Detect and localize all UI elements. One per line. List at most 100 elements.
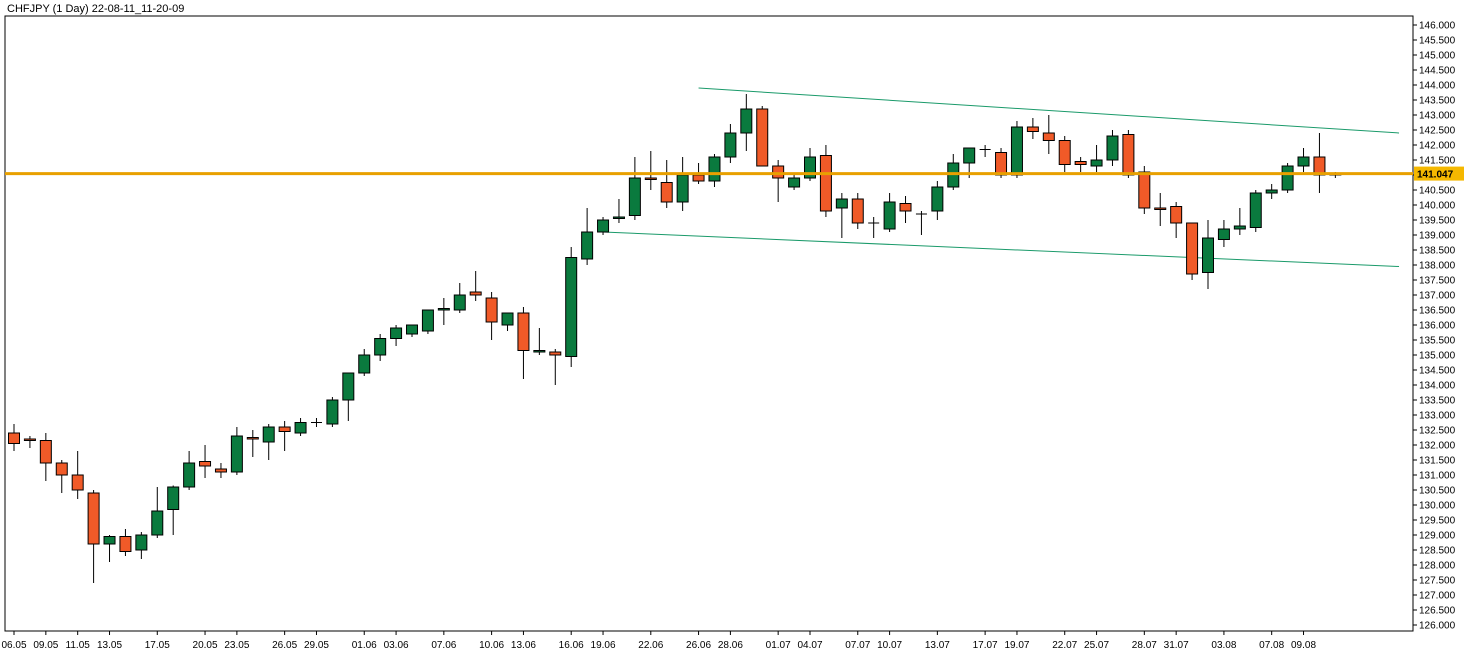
y-tick-label: 130.500 [1419,486,1456,497]
candle [103,535,116,562]
candle [421,309,434,334]
candle-body-bull [406,324,418,335]
x-tick-label: 31.07 [1164,640,1189,651]
candle [71,451,84,499]
x-tick-label: 22.06 [638,640,663,651]
candle [565,247,578,367]
candle-body-bull [676,174,689,203]
candle [644,151,657,190]
candle-body-bear [517,312,530,351]
candle-body-bull [342,372,355,401]
y-axis: 126.000 126.500 127.000 127.500 128.000 128.5… [1413,21,1456,632]
y-tick-label: 137.000 [1419,291,1456,302]
x-tick-label: 28.07 [1132,640,1157,651]
y-tick-label: 144.500 [1419,66,1456,77]
candle-body-bull [565,257,578,357]
y-tick-label: 132.500 [1419,426,1456,437]
x-tick-label: 13.06 [511,640,536,651]
candle-body-bull [1281,165,1294,191]
candle-body-bear [55,462,68,476]
x-tick-label: 04.07 [797,640,822,651]
x-tick-label: 19.06 [591,640,616,651]
candle [868,217,880,238]
candle-body-bear [87,492,100,545]
candle-body-bull [1265,189,1278,194]
x-tick-label: 19.07 [1004,640,1029,651]
y-tick-label: 139.000 [1419,231,1456,242]
candle-body-bull [262,426,275,443]
candle [119,529,132,556]
candle [549,349,562,385]
y-tick-label: 138.000 [1419,261,1456,272]
y-tick-label: 140.500 [1419,186,1456,197]
candle [612,199,625,223]
candle-body-bull [501,312,514,326]
candle [246,430,259,457]
candle [1106,130,1119,166]
candle-body-bear [71,474,84,491]
x-tick-label: 13.05 [97,640,122,651]
y-tick-label: 143.500 [1419,96,1456,107]
candle-body-bear [756,108,769,167]
x-tick-label: 07.08 [1259,640,1284,651]
candle [23,436,36,448]
y-tick-label: 138.500 [1419,246,1456,257]
current-price-tag [1414,166,1464,181]
y-tick-label: 144.000 [1419,81,1456,92]
candle [1281,163,1294,193]
candle [756,106,769,167]
candle-body-bull [358,354,371,374]
candle [899,196,912,223]
candle-body-bear [485,297,498,323]
candle [390,325,403,346]
plot-frame [4,15,1414,632]
channel-lower-line [603,231,1400,267]
x-tick-label: 26.05 [272,640,297,651]
channel-upper-line [698,87,1400,134]
candle-body-bull [294,422,307,434]
x-tick-label: 25.07 [1084,640,1109,651]
candle [581,208,594,265]
candle [1122,130,1135,178]
candle-body-bull [963,147,976,164]
candle [199,445,212,478]
candle-body-bear [1186,222,1199,275]
candle-body-bull [931,186,944,212]
candle-body-bull [1249,192,1262,228]
candle-body-bear [8,432,20,444]
candle [135,532,148,559]
candle [1249,190,1262,232]
candle-body-bull [612,216,625,219]
y-tick-label: 134.000 [1419,381,1456,392]
candle-body-bull [326,399,339,425]
candle [310,418,322,427]
y-tick-label: 128.000 [1419,561,1456,572]
candle-body-bull [1233,225,1246,230]
candle [1010,121,1023,178]
candle [1058,136,1071,172]
candle [517,307,530,379]
y-tick-label: 134.500 [1419,366,1456,377]
candle-body-bear [1042,132,1055,141]
candle-body-bull [437,308,450,311]
candle-body-bear [899,203,912,212]
candle [1297,148,1310,172]
y-tick-label: 143.000 [1419,111,1456,122]
y-tick-label: 132.000 [1419,441,1456,452]
candle-body-bear [1058,140,1071,165]
candle-body-bear [23,438,36,441]
candle-body-bull [1297,156,1310,167]
candle [788,175,801,190]
candle-body-bull [1090,159,1103,167]
candle-body-bear [199,461,212,467]
y-tick-label: 136.000 [1419,321,1456,332]
candle [915,211,927,235]
candle-body-bull [374,338,387,356]
candle [262,424,275,460]
candle-body-bear [1026,126,1039,132]
candle-body-bull [835,198,848,209]
candle-body-bear [772,165,785,179]
candle-body-bear [214,468,227,473]
